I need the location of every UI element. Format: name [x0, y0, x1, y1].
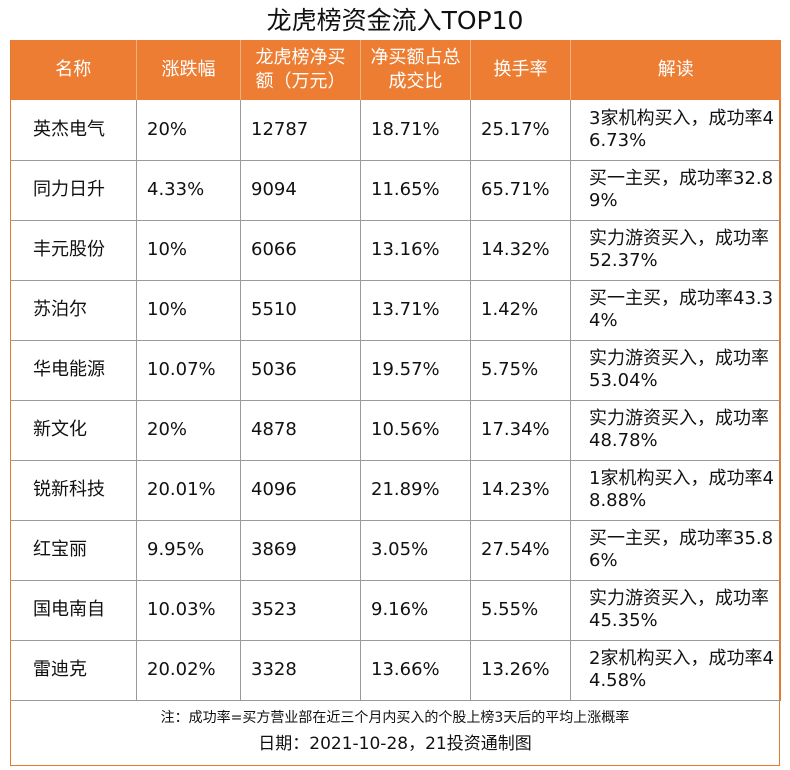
cell-turnover: 14.23%: [470, 460, 571, 521]
table-row: 红宝丽 9.95% 3869 3.05% 27.54% 买一主买，成功率35.86%: [10, 520, 781, 581]
cell-net-buy-ratio: 21.89%: [360, 460, 471, 521]
cell-net-buy: 3523: [240, 580, 361, 641]
cell-turnover: 5.55%: [470, 580, 571, 641]
cell-interpretation: 1家机构买入，成功率48.88%: [570, 460, 781, 521]
table-row: 苏泊尔 10% 5510 13.71% 1.42% 买一主买，成功率43.34%: [10, 280, 781, 341]
header-turnover: 换手率: [470, 40, 571, 100]
table-row: 雷迪克 20.02% 3328 13.66% 13.26% 2家机构买入，成功率44.58…: [10, 640, 781, 701]
cell-name: 红宝丽: [10, 520, 137, 581]
table-row: 丰元股份 10% 6066 13.16% 14.32% 实力游资买入，成功率52.37%: [10, 220, 781, 281]
cell-net-buy-ratio: 19.57%: [360, 340, 471, 401]
cell-change: 4.33%: [136, 160, 241, 221]
table-body: 英杰电气 20% 12787 18.71% 25.17% 3家机构买入，成功率46.73%…: [10, 100, 781, 701]
cell-name: 雷迪克: [10, 640, 137, 701]
header-name: 名称: [10, 40, 137, 100]
cell-change: 20.01%: [136, 460, 241, 521]
cell-name: 苏泊尔: [10, 280, 137, 341]
cell-net-buy-ratio: 13.71%: [360, 280, 471, 341]
header-change: 涨跌幅: [136, 40, 241, 100]
cell-change: 10.07%: [136, 340, 241, 401]
cell-interpretation: 实力游资买入，成功率53.04%: [570, 340, 781, 401]
cell-name: 同力日升: [10, 160, 137, 221]
cell-net-buy: 3869: [240, 520, 361, 581]
cell-name: 华电能源: [10, 340, 137, 401]
cell-name: 国电南自: [10, 580, 137, 641]
cell-net-buy-ratio: 10.56%: [360, 400, 471, 461]
cell-change: 20%: [136, 400, 241, 461]
table-row: 同力日升 4.33% 9094 11.65% 65.71% 买一主买，成功率32.89%: [10, 160, 781, 221]
table-row: 华电能源 10.07% 5036 19.57% 5.75% 实力游资买入，成功率53.04…: [10, 340, 781, 401]
header-interpretation: 解读: [570, 40, 781, 100]
cell-turnover: 5.75%: [470, 340, 571, 401]
cell-interpretation: 买一主买，成功率43.34%: [570, 280, 781, 341]
cell-interpretation: 实力游资买入，成功率52.37%: [570, 220, 781, 281]
cell-net-buy-ratio: 11.65%: [360, 160, 471, 221]
cell-net-buy-ratio: 13.66%: [360, 640, 471, 701]
cell-name: 丰元股份: [10, 220, 137, 281]
cell-net-buy: 4878: [240, 400, 361, 461]
cell-turnover: 17.34%: [470, 400, 571, 461]
cell-change: 20.02%: [136, 640, 241, 701]
cell-turnover: 14.32%: [470, 220, 571, 281]
table-row: 锐新科技 20.01% 4096 21.89% 14.23% 1家机构买入，成功率48.8…: [10, 460, 781, 521]
cell-net-buy: 12787: [240, 100, 361, 161]
cell-name: 英杰电气: [10, 100, 137, 161]
page-title: 龙虎榜资金流入TOP10: [266, 6, 524, 35]
cell-change: 10%: [136, 280, 241, 341]
cell-turnover: 27.54%: [470, 520, 571, 581]
cell-net-buy-ratio: 3.05%: [360, 520, 471, 581]
cell-net-buy: 9094: [240, 160, 361, 221]
cell-interpretation: 2家机构买入，成功率44.58%: [570, 640, 781, 701]
cell-change: 10%: [136, 220, 241, 281]
cell-turnover: 13.26%: [470, 640, 571, 701]
cell-net-buy-ratio: 9.16%: [360, 580, 471, 641]
cell-interpretation: 实力游资买入，成功率48.78%: [570, 400, 781, 461]
cell-change: 10.03%: [136, 580, 241, 641]
cell-turnover: 1.42%: [470, 280, 571, 341]
cell-net-buy: 4096: [240, 460, 361, 521]
cell-turnover: 65.71%: [470, 160, 571, 221]
cell-net-buy: 5510: [240, 280, 361, 341]
cell-interpretation: 买一主买，成功率35.86%: [570, 520, 781, 581]
table-row: 新文化 20% 4878 10.56% 17.34% 实力游资买入，成功率48.78%: [10, 400, 781, 461]
cell-name: 新文化: [10, 400, 137, 461]
table-row: 英杰电气 20% 12787 18.71% 25.17% 3家机构买入，成功率46.73%: [10, 100, 781, 161]
table-row: 国电南自 10.03% 3523 9.16% 5.55% 实力游资买入，成功率45.35%: [10, 580, 781, 641]
cell-interpretation: 3家机构买入，成功率46.73%: [570, 100, 781, 161]
header-net-buy-ratio: 净买额占总成交比: [360, 40, 471, 100]
cell-net-buy-ratio: 13.16%: [360, 220, 471, 281]
cell-interpretation: 实力游资买入，成功率45.35%: [570, 580, 781, 641]
cell-turnover: 25.17%: [470, 100, 571, 161]
cell-change: 20%: [136, 100, 241, 161]
cell-interpretation: 买一主买，成功率32.89%: [570, 160, 781, 221]
cell-net-buy: 3328: [240, 640, 361, 701]
table-header-row: 名称 涨跌幅 龙虎榜净买额（万元） 净买额占总成交比 换手率 解读: [10, 40, 781, 100]
cell-change: 9.95%: [136, 520, 241, 581]
cell-net-buy: 5036: [240, 340, 361, 401]
cell-name: 锐新科技: [10, 460, 137, 521]
cell-net-buy: 6066: [240, 220, 361, 281]
date-line: 日期：2021-10-28，21投资通制图: [258, 734, 532, 754]
footnote: 注：成功率=买方营业部在近三个月内买入的个股上榜3天后的平均上涨概率: [160, 710, 630, 726]
cell-net-buy-ratio: 18.71%: [360, 100, 471, 161]
fund-inflow-table: 名称 涨跌幅 龙虎榜净买额（万元） 净买额占总成交比 换手率 解读 英杰电气 20…: [10, 40, 781, 701]
header-net-buy: 龙虎榜净买额（万元）: [240, 40, 361, 100]
